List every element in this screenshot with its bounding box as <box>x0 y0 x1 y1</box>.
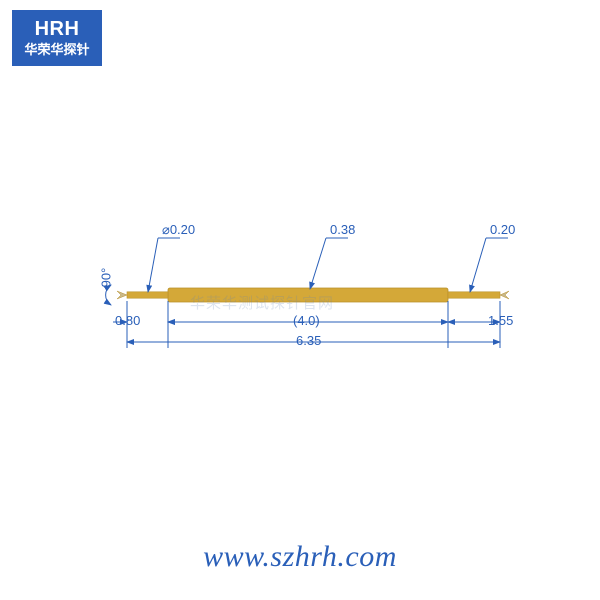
website-url: www.szhrh.com <box>0 540 600 574</box>
label-total: 6.35 <box>296 333 321 348</box>
label-seg1: 0.80 <box>115 313 140 328</box>
label-seg3: 1.55 <box>488 313 513 328</box>
label-dia-mid: 0.38 <box>330 222 355 237</box>
label-dia-left: ⌀0.20 <box>162 222 195 238</box>
label-angle: 90° <box>98 268 113 288</box>
watermark-text: 华荣华测试探针官网 <box>190 292 334 313</box>
label-dia-right: 0.20 <box>490 222 515 237</box>
label-seg2: (4.0) <box>293 313 320 328</box>
